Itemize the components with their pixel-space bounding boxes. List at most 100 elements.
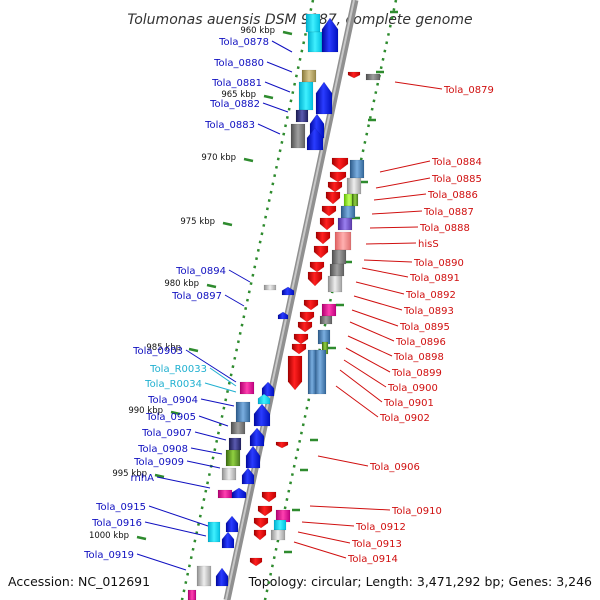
- reverse-gene-arrow[interactable]: [325, 191, 341, 205]
- gene-label-tola-0905[interactable]: Tola_0905: [145, 412, 196, 423]
- reverse-gene-arrow[interactable]: [297, 321, 313, 333]
- reverse-gene-arrow[interactable]: [309, 261, 325, 273]
- reverse-gene-arrow[interactable]: [327, 181, 343, 193]
- gene-label-tola-0898[interactable]: Tola_0898: [393, 352, 444, 363]
- forward-gene-arrow[interactable]: [241, 467, 255, 485]
- gene-block[interactable]: [346, 177, 362, 195]
- gene-label-hiss[interactable]: hisS: [418, 239, 439, 250]
- gene-label-tola-0883[interactable]: Tola_0883: [204, 120, 255, 131]
- reverse-gene-arrow[interactable]: [321, 205, 337, 217]
- forward-gene-arrow[interactable]: [253, 403, 271, 427]
- gene-label-tola-0897[interactable]: Tola_0897: [171, 291, 222, 302]
- gene-label-tola-0906[interactable]: Tola_0906: [369, 462, 420, 473]
- gene-block[interactable]: [273, 519, 287, 531]
- gene-label-tola-0913[interactable]: Tola_0913: [351, 539, 402, 550]
- forward-gene-arrow[interactable]: [225, 515, 239, 533]
- gene-label-tola-0884[interactable]: Tola_0884: [431, 157, 482, 168]
- gene-block[interactable]: [307, 349, 317, 395]
- gene-block[interactable]: [321, 303, 337, 317]
- reverse-gene-arrow[interactable]: [331, 157, 349, 171]
- forward-gene-arrow[interactable]: [221, 531, 235, 549]
- gene-block[interactable]: [305, 13, 321, 33]
- gene-block[interactable]: [298, 81, 314, 111]
- gene-label-tola-0909[interactable]: Tola_0909: [133, 457, 184, 468]
- gene-label-tola-0912[interactable]: Tola_0912: [355, 522, 406, 533]
- gene-label-tola-0899[interactable]: Tola_0899: [391, 368, 442, 379]
- gene-label-tola-0903[interactable]: Tola_0903: [132, 346, 183, 357]
- gene-block[interactable]: [225, 449, 241, 467]
- gene-block[interactable]: [331, 249, 347, 265]
- gene-label-tola-0892[interactable]: Tola_0892: [405, 290, 456, 301]
- gene-label-tola-0891[interactable]: Tola_0891: [409, 273, 460, 284]
- reverse-gene-arrow[interactable]: [261, 491, 277, 503]
- forward-gene-arrow[interactable]: [281, 286, 295, 296]
- gene-label-rnha[interactable]: rnhA: [131, 473, 155, 484]
- gene-block[interactable]: [337, 217, 353, 231]
- gene-label-tola-0887[interactable]: Tola_0887: [423, 207, 474, 218]
- gene-block[interactable]: [228, 437, 242, 451]
- forward-gene-arrow[interactable]: [306, 127, 324, 151]
- gene-block[interactable]: [239, 381, 255, 395]
- gene-block[interactable]: [270, 529, 286, 541]
- gene-block[interactable]: [365, 73, 381, 81]
- gene-label-tola-0882[interactable]: Tola_0882: [209, 99, 260, 110]
- gene-label-tola-0914[interactable]: Tola_0914: [347, 554, 398, 565]
- gene-block[interactable]: [301, 69, 317, 83]
- forward-gene-arrow[interactable]: [231, 487, 247, 499]
- gene-label-tola-0896[interactable]: Tola_0896: [395, 337, 446, 348]
- gene-label-tola-0880[interactable]: Tola_0880: [213, 58, 264, 69]
- forward-gene-arrow[interactable]: [261, 381, 275, 397]
- reverse-gene-arrow[interactable]: [307, 271, 323, 287]
- reverse-gene-arrow[interactable]: [253, 529, 267, 541]
- gene-label-tola-0886[interactable]: Tola_0886: [427, 190, 478, 201]
- gene-label-tola-0908[interactable]: Tola_0908: [137, 444, 188, 455]
- gene-label-tola-0895[interactable]: Tola_0895: [399, 322, 450, 333]
- reverse-gene-arrow[interactable]: [287, 355, 303, 391]
- gene-label-tola-0890[interactable]: Tola_0890: [413, 258, 464, 269]
- reverse-gene-arrow[interactable]: [299, 311, 315, 323]
- gene-label-tola-0879[interactable]: Tola_0879: [443, 85, 494, 96]
- reverse-gene-arrow[interactable]: [315, 231, 331, 245]
- reverse-gene-arrow[interactable]: [293, 333, 309, 345]
- gene-block[interactable]: [319, 315, 333, 325]
- forward-gene-arrow[interactable]: [249, 427, 265, 447]
- gene-label-tola-r0033[interactable]: Tola_R0033: [149, 364, 207, 375]
- gene-label-tola-0893[interactable]: Tola_0893: [403, 306, 454, 317]
- gene-block[interactable]: [351, 193, 359, 207]
- gene-block[interactable]: [295, 109, 309, 123]
- reverse-gene-arrow[interactable]: [257, 505, 273, 517]
- gene-block[interactable]: [329, 263, 345, 277]
- forward-gene-arrow[interactable]: [215, 567, 229, 587]
- gene-block[interactable]: [263, 284, 277, 291]
- reverse-gene-arrow[interactable]: [253, 517, 269, 529]
- forward-gene-arrow[interactable]: [315, 81, 333, 115]
- gene-label-tola-0900[interactable]: Tola_0900: [387, 383, 438, 394]
- gene-label-tola-0916[interactable]: Tola_0916: [91, 518, 142, 529]
- reverse-gene-arrow[interactable]: [313, 245, 329, 259]
- gene-label-tola-0894[interactable]: Tola_0894: [175, 266, 226, 277]
- forward-gene-arrow[interactable]: [321, 17, 339, 53]
- gene-label-tola-0902[interactable]: Tola_0902: [379, 413, 430, 424]
- forward-gene-arrow[interactable]: [245, 445, 261, 469]
- gene-label-tola-0904[interactable]: Tola_0904: [147, 395, 198, 406]
- gene-block[interactable]: [196, 565, 212, 587]
- gene-block[interactable]: [307, 31, 323, 53]
- reverse-gene-arrow[interactable]: [249, 557, 263, 567]
- gene-block[interactable]: [217, 489, 233, 499]
- gene-block[interactable]: [349, 159, 365, 179]
- gene-block[interactable]: [327, 275, 343, 293]
- gene-label-tola-0910[interactable]: Tola_0910: [391, 506, 442, 517]
- reverse-gene-arrow[interactable]: [291, 343, 307, 355]
- gene-label-tola-0901[interactable]: Tola_0901: [383, 398, 434, 409]
- gene-label-tola-r0034[interactable]: Tola_R0034: [144, 379, 202, 390]
- forward-gene-arrow[interactable]: [277, 311, 289, 320]
- gene-label-tola-0919[interactable]: Tola_0919: [83, 550, 134, 561]
- reverse-gene-arrow[interactable]: [329, 171, 347, 183]
- gene-label-tola-0885[interactable]: Tola_0885: [431, 174, 482, 185]
- gene-label-tola-0881[interactable]: Tola_0881: [211, 78, 262, 89]
- reverse-gene-arrow[interactable]: [319, 217, 335, 231]
- gene-block[interactable]: [235, 401, 251, 423]
- gene-label-tola-0878[interactable]: Tola_0878: [218, 37, 269, 48]
- gene-label-tola-0915[interactable]: Tola_0915: [95, 502, 146, 513]
- gene-block[interactable]: [290, 123, 306, 149]
